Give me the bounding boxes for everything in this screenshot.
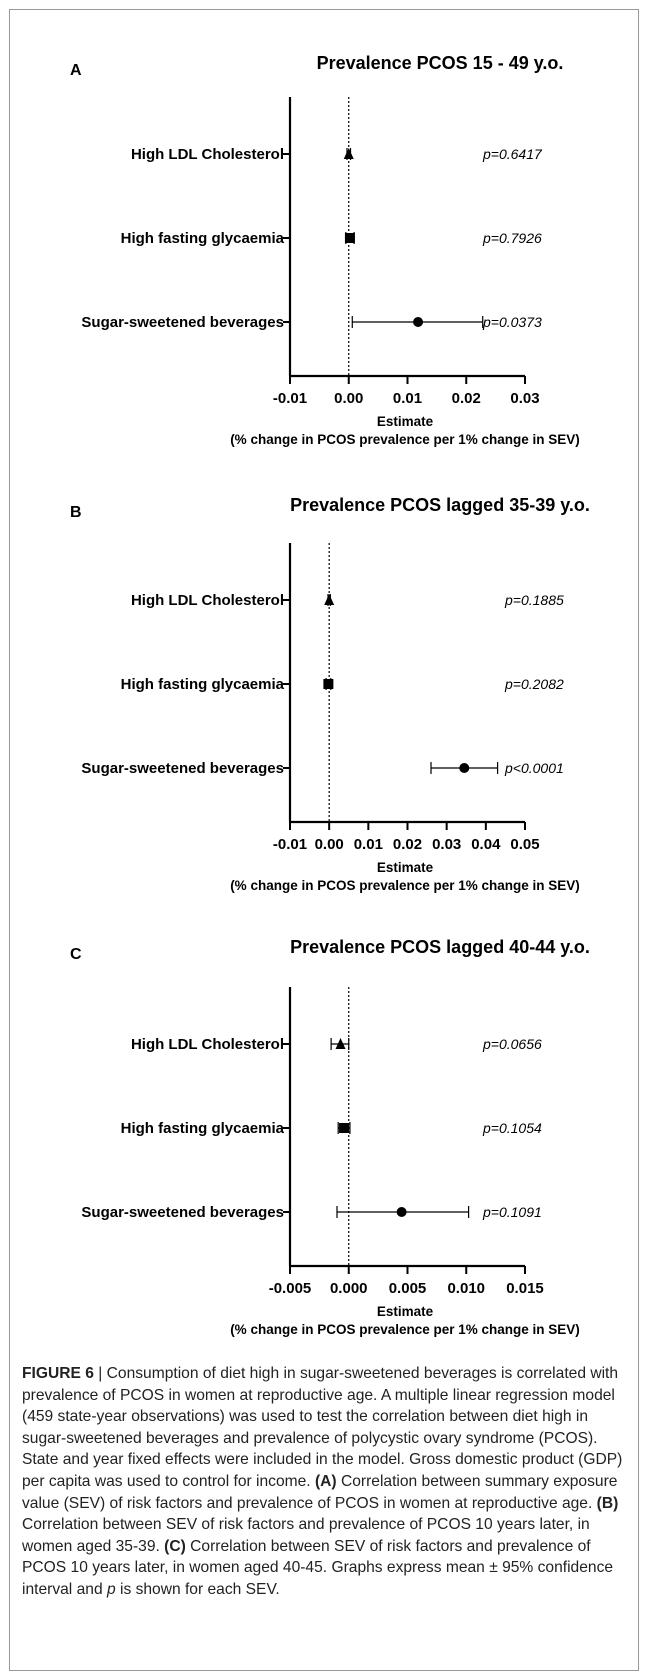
forest-plot-figure: A Prevalence PCOS 15 - 49 y.o. -0.01 0.00 0.… <box>70 53 590 1337</box>
panel-b-x-tick-label: 0.02 <box>393 836 422 853</box>
panel-a-p-value: p=0.6417 <box>482 146 543 162</box>
panel-b-p-value: p<0.0001 <box>504 760 564 776</box>
panel-a-x-tick-label: -0.01 <box>273 390 307 407</box>
panel-c-row-label: High fasting glycaemia <box>121 1120 285 1137</box>
panel-b-marker-triangle <box>324 594 335 605</box>
panel-a-marker-circle <box>413 317 424 327</box>
panel-b-p-value: p=0.1885 <box>504 592 564 608</box>
panel-b-x-tick-label: 0.05 <box>510 836 539 853</box>
panel-a-row-label: Sugar-sweetened beverages <box>81 314 284 331</box>
panel-c-x-tick-label: -0.005 <box>269 1280 312 1297</box>
panel-c-letter: C <box>70 946 82 963</box>
panel-b-row-label: High fasting glycaemia <box>121 676 285 693</box>
panel-b-title: Prevalence PCOS lagged 35-39 y.o. <box>290 495 590 515</box>
panel-b-x-tick-label: 0.01 <box>354 836 383 853</box>
caption-text: Consumption of diet high in sugar-sweete… <box>22 1365 623 1490</box>
panel-a-x-label-detail: (% change in PCOS prevalence per 1% chan… <box>230 432 580 447</box>
caption-separator: | <box>93 1365 107 1382</box>
panel-c-p-value: p=0.1091 <box>482 1204 542 1220</box>
panel-b-marker-circle <box>459 763 470 773</box>
caption-panel-c-label: (C) <box>164 1537 186 1555</box>
panel-b-x-tick-label: 0.04 <box>471 836 501 853</box>
caption-text-end: is shown for each SEV. <box>115 1580 280 1598</box>
panel-a-row-label: High fasting glycaemia <box>121 230 285 247</box>
panel-b-x-label: Estimate <box>377 860 434 875</box>
panel-c-title: Prevalence PCOS lagged 40-44 y.o. <box>290 937 590 957</box>
caption-panel-a-label: (A) <box>314 1472 337 1490</box>
panel-c-marker-triangle <box>335 1038 346 1049</box>
panel-c-marker-circle <box>396 1207 407 1217</box>
panel-c-row-label: High LDL Cholesterol <box>131 1036 284 1053</box>
panel-b-letter: B <box>70 504 82 521</box>
caption-panel-b-text: Correlation between SEV of risk factors … <box>22 1516 590 1555</box>
panel-a-x-label: Estimate <box>377 414 434 429</box>
caption-p-symbol: p <box>106 1580 116 1598</box>
panel-a-marker-triangle <box>343 148 354 159</box>
panel-b-x-tick-label: 0.03 <box>432 836 461 853</box>
panel-b-x-tick-label: 0.00 <box>315 836 344 853</box>
panel-a-x-tick-label: 0.00 <box>334 390 363 407</box>
panel-a-x-tick-label: 0.02 <box>452 390 481 407</box>
panel-c-x-tick-label: 0.010 <box>447 1280 485 1297</box>
panel-c-x-tick-label: 0.015 <box>506 1280 544 1297</box>
panel-a-letter: A <box>70 62 82 79</box>
panel-a-marker-square <box>344 233 355 243</box>
panel-c-row-label: Sugar-sweetened beverages <box>81 1204 284 1221</box>
panel-a-row-label: High LDL Cholesterol <box>131 146 284 163</box>
panel-a-x-tick-label: 0.03 <box>510 390 539 407</box>
panel-a-p-value: p=0.7926 <box>482 230 542 246</box>
panel-b-row-label: High LDL Cholesterol <box>131 592 284 609</box>
panel-b-x-label-detail: (% change in PCOS prevalence per 1% chan… <box>230 878 580 893</box>
panel-b-p-value: p=0.2082 <box>504 676 564 692</box>
panel-a-x-tick-label: 0.01 <box>393 390 422 407</box>
panel-c-x-tick-label: 0.005 <box>389 1280 427 1297</box>
figure-frame <box>9 9 639 1671</box>
panel-a-title: Prevalence PCOS 15 - 49 y.o. <box>317 53 564 73</box>
figure-label: FIGURE 6 <box>22 1365 94 1382</box>
panel-c-x-tick-label: 0.000 <box>330 1280 368 1297</box>
panel-b-x-tick-label: -0.01 <box>273 836 307 853</box>
figure-caption: FIGURE 6 | Consumption of diet high in s… <box>22 1363 630 1601</box>
panel-c-p-value: p=0.0656 <box>482 1036 542 1052</box>
panel-c-x-label-detail: (% change in PCOS prevalence per 1% chan… <box>230 1322 580 1337</box>
panel-b-marker-square <box>323 679 334 689</box>
panel-a-p-value: p=0.0373 <box>482 314 542 330</box>
caption-panel-a-text: Correlation between summary exposure val… <box>22 1472 618 1512</box>
panel-c-marker-square <box>339 1123 350 1133</box>
panel-b-row-label: Sugar-sweetened beverages <box>81 760 284 777</box>
panel-c-p-value: p=0.1054 <box>482 1120 542 1136</box>
panel-c-x-label: Estimate <box>377 1304 434 1319</box>
caption-panel-b-label: (B) <box>596 1494 619 1512</box>
caption-panel-c-text: Correlation between SEV of risk factors … <box>22 1537 614 1598</box>
